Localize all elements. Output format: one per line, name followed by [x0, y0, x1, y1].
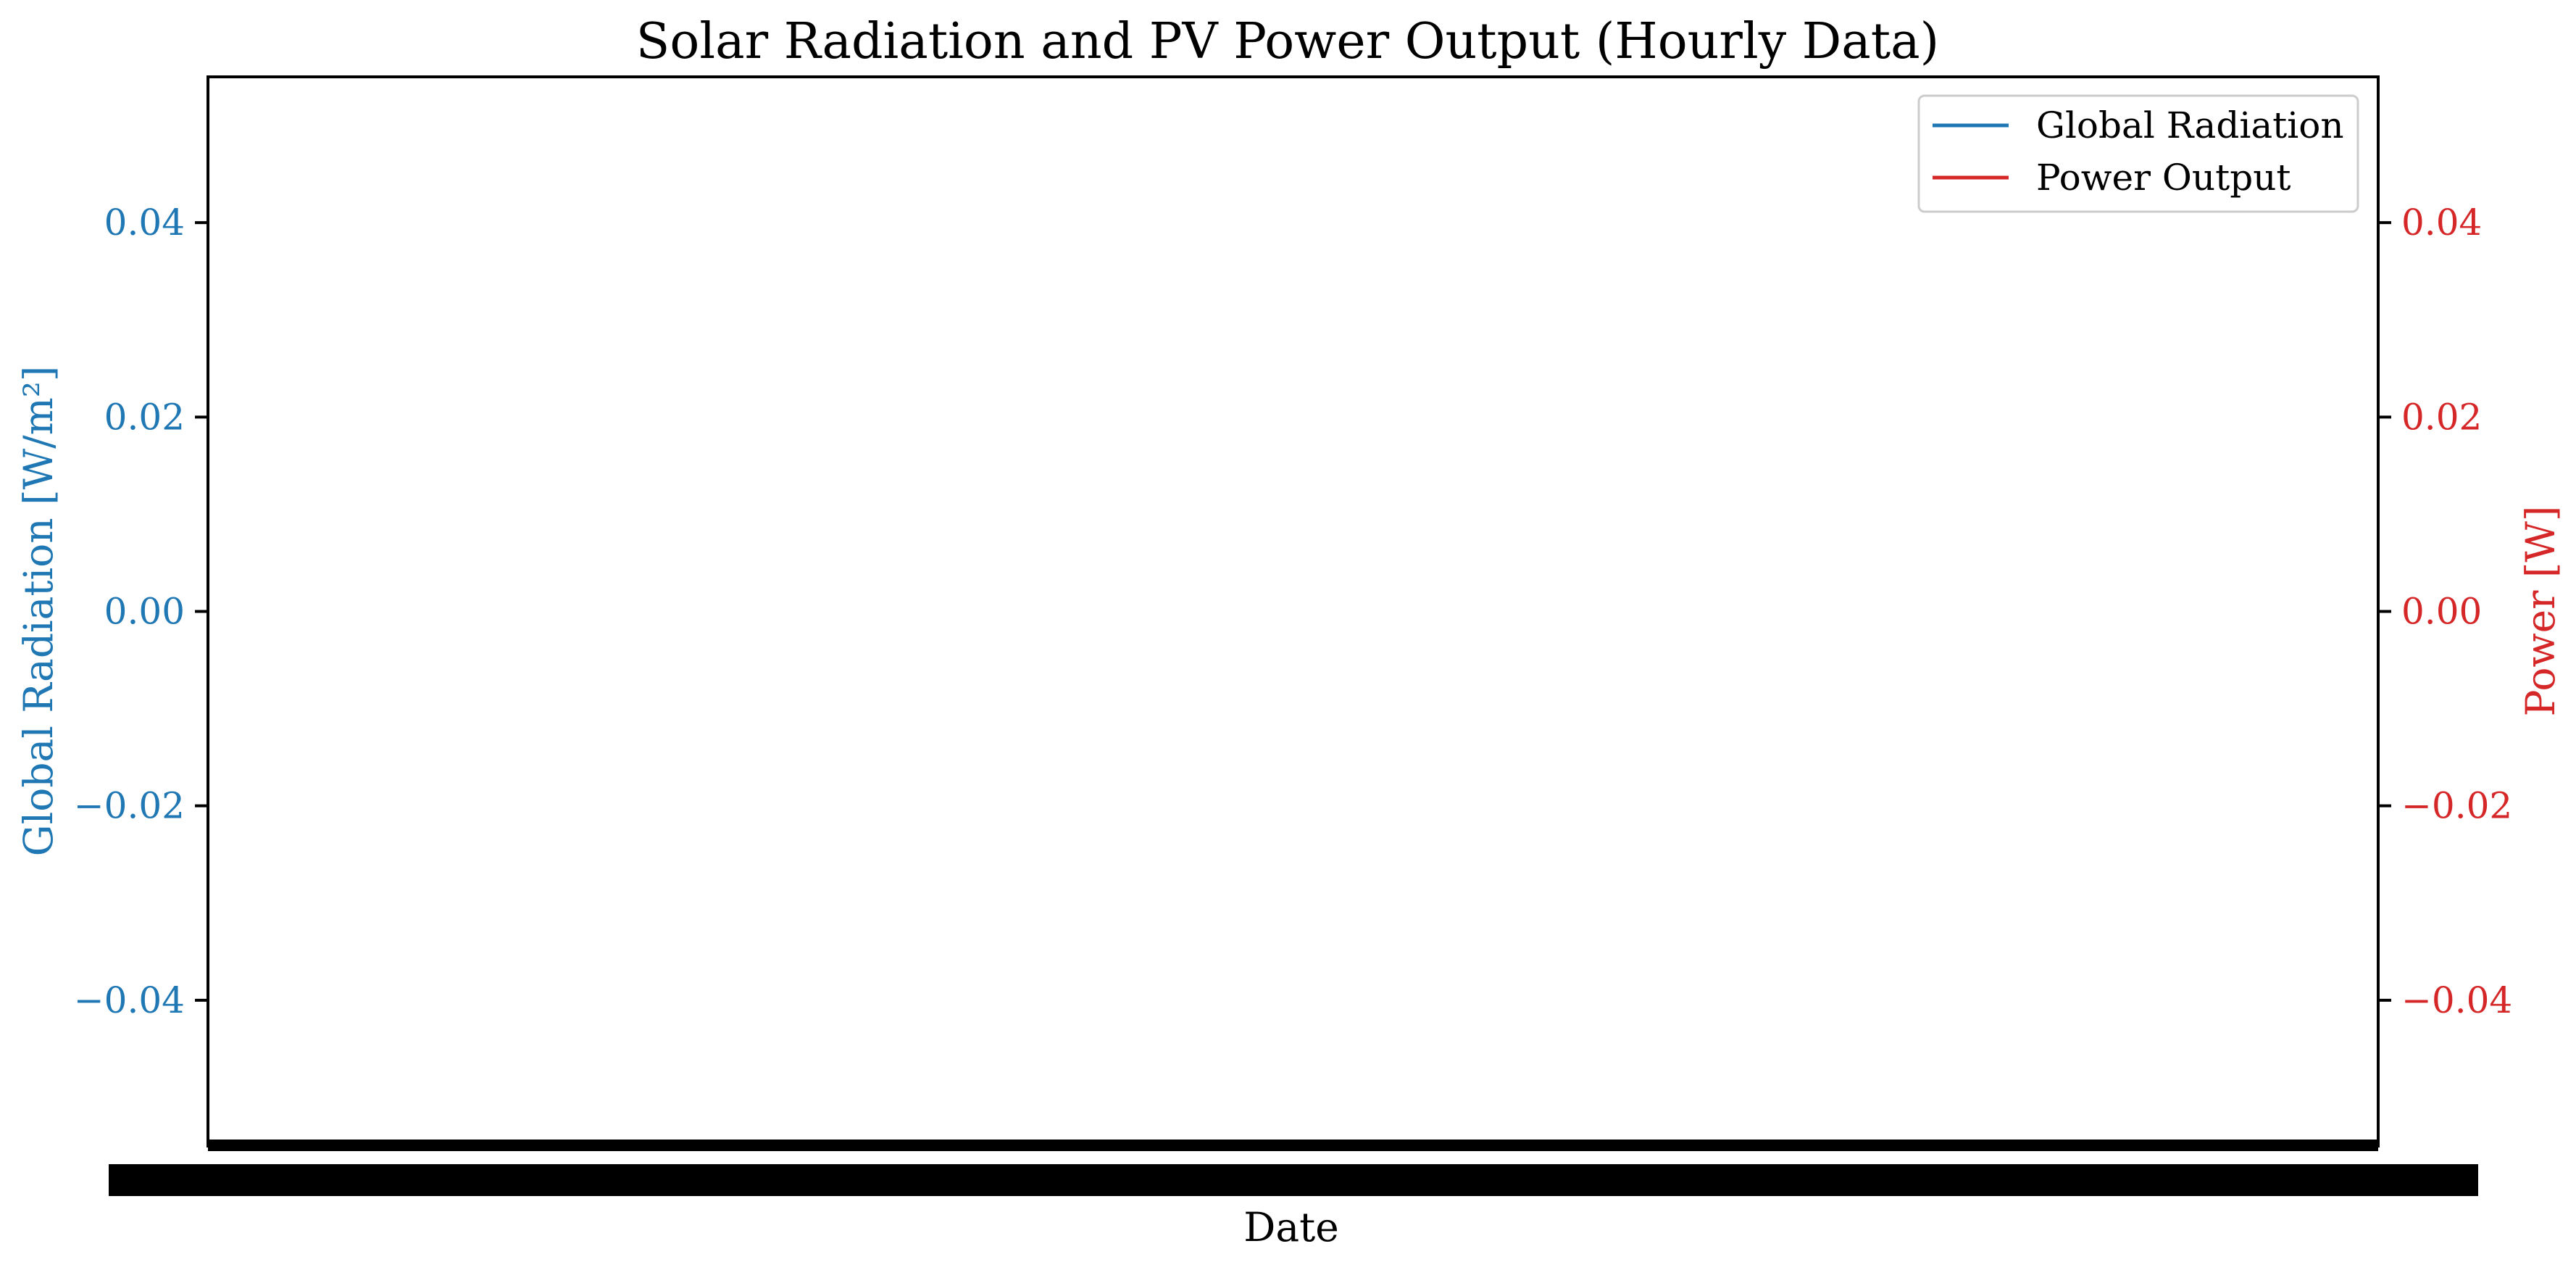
legend: Global Radiation Power Output — [1917, 94, 2359, 213]
legend-label-global-radiation: Global Radiation — [2036, 104, 2344, 146]
x-axis-label: Date — [1243, 1204, 1339, 1250]
x-tick-labels-band — [109, 1164, 2478, 1196]
legend-box — [1917, 94, 2359, 213]
left-y-tick-label-0: 0.04 — [104, 202, 185, 244]
right-y-tick-label-2: 0.00 — [2401, 591, 2482, 633]
left-y-tick-label-3: −0.02 — [74, 785, 185, 827]
left-y-axis-label: Global Radiation [W/m²] — [15, 366, 62, 857]
right-y-tick-label-0: 0.04 — [2401, 202, 2482, 244]
right-y-tick-label-4: −0.04 — [2401, 979, 2512, 1021]
chart-title: Solar Radiation and PV Power Output (Hou… — [636, 13, 1939, 70]
right-y-axis: 0.04 0.02 0.00 −0.02 −0.04 — [2378, 202, 2512, 1021]
right-y-axis-label: Power [W] — [2517, 506, 2564, 717]
left-y-axis: 0.04 0.02 0.00 −0.02 −0.04 — [74, 202, 208, 1021]
right-y-tick-label-1: 0.02 — [2401, 396, 2482, 438]
left-y-tick-label-4: −0.04 — [74, 979, 185, 1021]
right-y-tick-label-3: −0.02 — [2401, 785, 2512, 827]
left-y-tick-label-2: 0.00 — [104, 591, 185, 633]
left-y-tick-label-1: 0.02 — [104, 396, 185, 438]
x-tick-marks-band — [208, 1140, 2378, 1151]
legend-label-power-output: Power Output — [2036, 157, 2291, 199]
